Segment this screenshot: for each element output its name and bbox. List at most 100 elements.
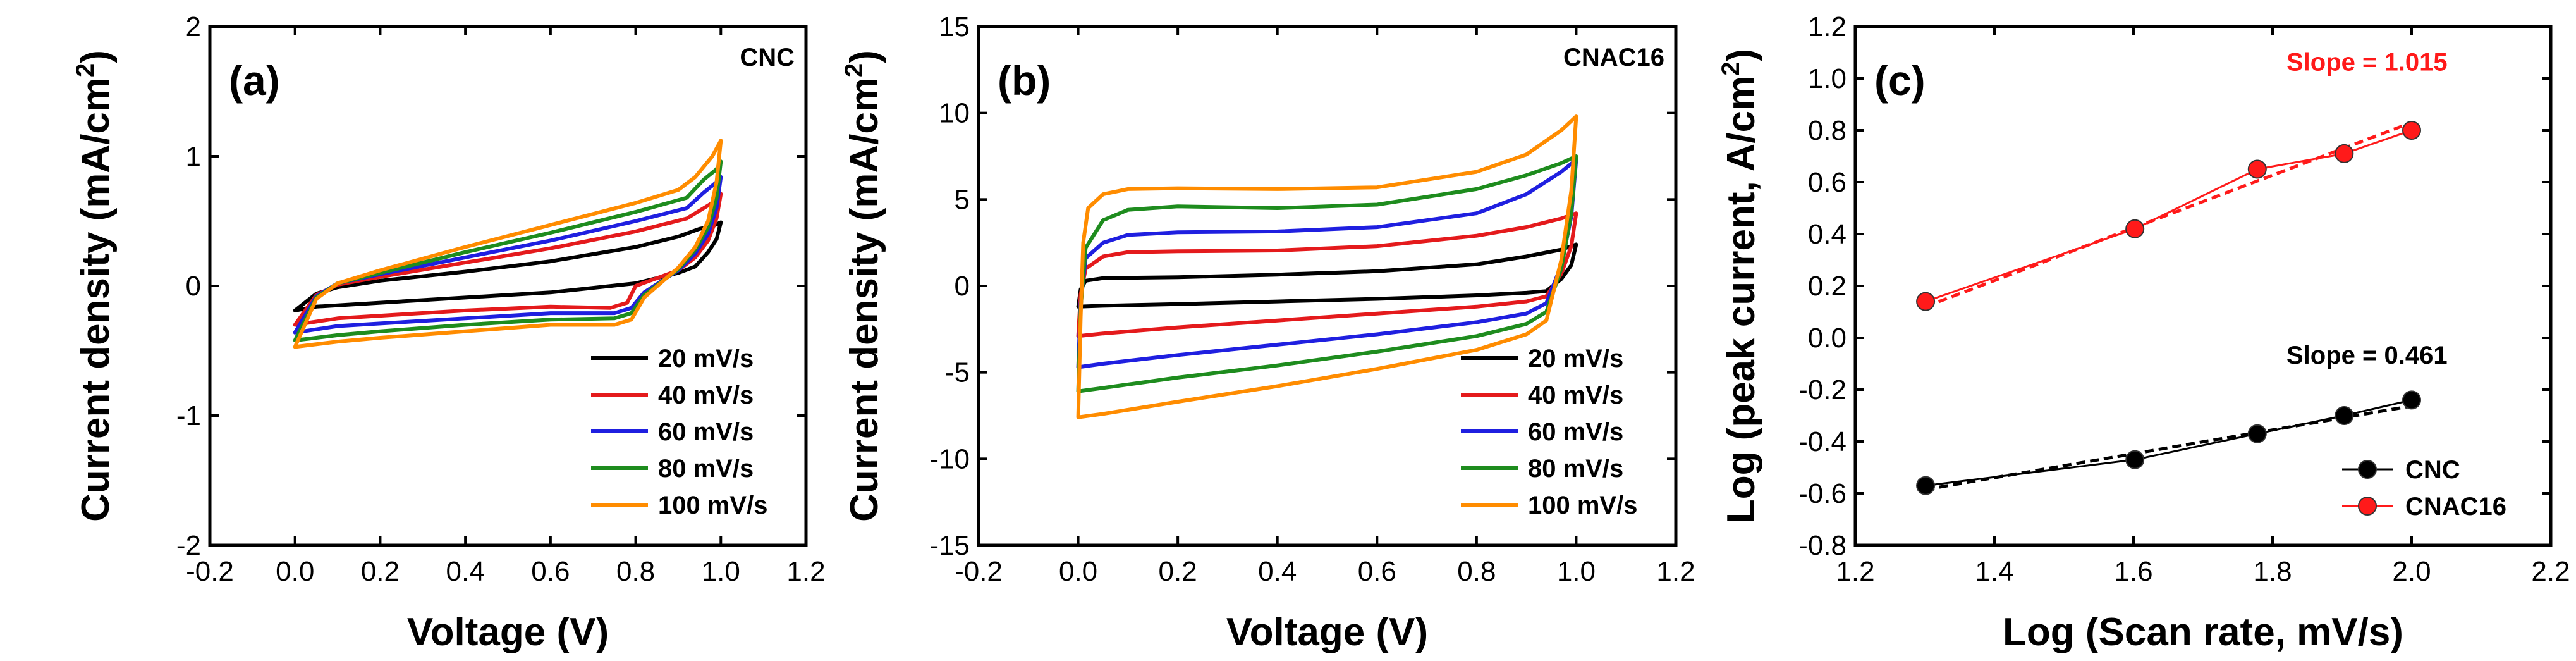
x-tick-label: 1.0 [702,556,740,587]
y-tick-label: 1.0 [1808,63,1847,94]
data-point [2335,144,2354,163]
cv-curve-20mVs [293,220,723,312]
y-tick-label: 0 [186,271,201,302]
y-axis-title-main: Current density (mA/cm [74,77,118,522]
x-tick-label: 1.0 [1557,556,1596,587]
cv-curve-20mVs [1076,242,1578,309]
legend-label: 80 mV/s [1528,455,1623,483]
cv-curve-80mVs [293,159,723,343]
cv-curve-40mVs [293,192,723,327]
x-tick-label: 0.0 [1059,556,1097,587]
y-tick-label: -1 [176,400,201,431]
x-tick-label: 0.2 [1159,556,1197,587]
x-tick-label: 1.2 [786,556,825,587]
cv-curve-60mVs [293,175,723,335]
legend-label: 20 mV/s [658,345,754,373]
slope-label-cnac16: Slope = 1.015 [2286,49,2448,77]
legend-label: 60 mV/s [658,418,754,446]
x-tick-label: 1.2 [1656,556,1695,587]
y-tick-label: -15 [929,530,970,561]
y-axis-title: Log (peak current, A/cm2) [1717,49,1763,523]
legend-label: CNAC16 [2405,493,2506,521]
data-point [2335,406,2354,425]
x-tick-label: 0.8 [1457,556,1496,587]
plot-frame [977,25,1678,547]
y-axis-title-sup: 2 [1717,62,1745,76]
x-axis-title: Log (Scan rate, mV/s) [2003,610,2403,654]
y-tick-label: -10 [929,443,970,474]
legend-label: 40 mV/s [658,381,754,409]
x-tick-label: -0.2 [186,556,234,587]
panel-label: (a) [229,57,280,104]
y-tick-label: 2 [186,11,201,42]
legend-label: 100 mV/s [1528,491,1637,519]
y-axis-title-main: Current density (mA/cm [843,77,886,522]
y-axis-title-sup: 2 [840,63,868,77]
chart-panel-c: 1.2 1.4 1.6 1.8 2.0 2.2 -0.8 -0.6 -0.4 -0.2 0.0 0.2… [1717,11,2570,654]
x-tick-label: 0.2 [361,556,400,587]
x-tick-label: 1.2 [1836,556,1874,587]
y-axis-title-end: ) [843,50,886,63]
legend-label: CNC [2405,456,2460,484]
x-tick-label: 0.6 [531,556,570,587]
y-tick-label: 1.2 [1808,11,1847,42]
panel-label: (b) [998,57,1051,104]
y-tick-label: 0.0 [1808,323,1847,354]
y-axis-title: Current density (mA/cm2) [71,50,118,522]
data-point [2125,450,2145,469]
cv-curve-100mVs [1076,114,1578,419]
x-axis-title: Voltage (V) [407,610,609,654]
plot-frame [1853,25,2553,547]
y-tick-label: -0.2 [1798,374,1847,405]
legend-label: 20 mV/s [1528,345,1623,373]
x-tick-label: 0.0 [276,556,314,587]
x-tick-label: 0.6 [1358,556,1396,587]
y-tick-label: 10 [939,98,970,129]
x-tick-label: 1.8 [2253,556,2292,587]
y-tick-label: -0.4 [1798,426,1847,457]
x-tick-label: 0.4 [446,556,485,587]
slope-label-cnc: Slope = 0.461 [2286,342,2448,369]
cv-curve-100mVs [293,139,723,349]
y-tick-label: 1 [186,141,201,172]
y-tick-label: 0 [955,271,970,302]
y-axis-title-end: ) [1719,49,1763,62]
x-tick-label: 1.6 [2114,556,2152,587]
y-tick-label: 5 [955,184,970,215]
sample-tag: CNAC16 [1563,44,1664,71]
data-point [2402,390,2421,410]
plot-frame [208,25,808,547]
x-tick-label: 0.4 [1258,556,1297,587]
legend-label: 100 mV/s [658,491,767,519]
data-point [1916,476,1936,495]
y-axis-title-end: ) [74,50,118,63]
y-tick-label: -2 [176,530,201,561]
legend-marker [2358,460,2377,479]
chart-panel-a: -0.2 0.0 0.2 0.4 0.6 0.8 1.0 1.2 -2 -1 0 1 2 Voltage … [71,11,826,654]
fit-line [1925,121,2412,309]
data-point [1916,292,1936,311]
data-point [2247,424,2267,443]
x-axis-title: Voltage (V) [1226,610,1428,654]
cv-curve-60mVs [1076,158,1578,369]
x-tick-label: 0.8 [616,556,655,587]
cv-curve-80mVs [1076,154,1578,393]
y-tick-label: -0.8 [1798,530,1847,561]
y-tick-label: 0.8 [1808,115,1847,146]
data-point [2125,219,2145,238]
y-tick-label: 0.6 [1808,167,1847,198]
y-tick-label: 0.4 [1808,219,1847,250]
data-point [2402,121,2421,140]
legend-label: 60 mV/s [1528,418,1623,446]
x-tick-label: 2.0 [2392,556,2431,587]
y-axis-title: Current density (mA/cm2) [840,50,886,522]
legend-label: 80 mV/s [658,455,754,483]
x-tick-label: -0.2 [955,556,1003,587]
fit-line [1925,404,2412,491]
panel-label: (c) [1874,57,1926,104]
legend-marker [2358,497,2377,516]
y-tick-label: -5 [945,357,970,388]
x-tick-label: 1.4 [1975,556,2013,587]
data-point [2247,159,2267,179]
chart-panel-b: -0.2 0.0 0.2 0.4 0.6 0.8 1.0 1.2 -15 -10 -5 0 5 10 15 V… [840,11,1695,654]
